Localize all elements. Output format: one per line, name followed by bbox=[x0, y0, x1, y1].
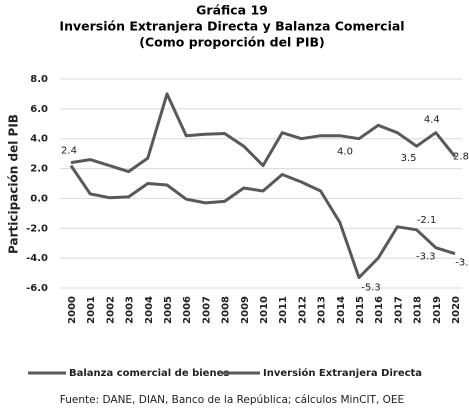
x-tick-label: 2009 bbox=[240, 296, 251, 324]
data-label: 4.0 bbox=[337, 147, 353, 158]
chart-title: (Como proporción del PIB) bbox=[139, 35, 325, 50]
data-label: -5.3 bbox=[361, 283, 381, 294]
series-line bbox=[69, 164, 456, 280]
x-tick-label: 2008 bbox=[221, 296, 232, 324]
y-axis-label: Participación del PIB bbox=[7, 114, 21, 254]
x-tick-label: 2018 bbox=[413, 296, 424, 324]
y-tick-label: 6.0 bbox=[30, 104, 48, 115]
x-tick-label: 2015 bbox=[355, 296, 366, 324]
chart-title: Gráfica 19 bbox=[196, 3, 268, 18]
x-tick-label: 2011 bbox=[278, 296, 289, 324]
data-label: 2.4 bbox=[61, 146, 77, 157]
x-tick-label: 2005 bbox=[163, 296, 174, 324]
y-tick-label: -6.0 bbox=[26, 283, 48, 294]
data-label: -3.7 bbox=[455, 258, 469, 269]
data-label: 3.5 bbox=[401, 153, 417, 164]
legend-label: Balanza comercial de bienes bbox=[69, 368, 229, 379]
x-tick-label: 2010 bbox=[259, 296, 270, 324]
data-label: 4.4 bbox=[424, 115, 440, 126]
x-tick-label: 2013 bbox=[317, 296, 328, 324]
x-tick-label: 2012 bbox=[297, 296, 308, 324]
y-tick-label: 0.0 bbox=[30, 193, 48, 204]
x-tick-label: 2002 bbox=[105, 296, 116, 324]
x-tick-label: 2000 bbox=[67, 296, 78, 324]
x-tick-label: 2007 bbox=[201, 296, 212, 324]
x-tick-label: 2019 bbox=[432, 296, 443, 324]
source: Fuente: DANE, DIAN, Banco de la Repúblic… bbox=[60, 394, 404, 406]
legend-label: Inversión Extranjera Directa bbox=[263, 367, 422, 379]
x-tick-label: 2003 bbox=[125, 296, 136, 324]
x-tick-label: 2001 bbox=[86, 296, 97, 324]
x-tick-label: 2004 bbox=[144, 296, 155, 324]
chart-title: Inversión Extranjera Directa y Balanza C… bbox=[59, 19, 404, 34]
data-label: -3.3 bbox=[416, 252, 436, 263]
y-tick-label: 2.0 bbox=[30, 164, 48, 175]
series-line bbox=[70, 92, 457, 174]
y-tick-label: 8.0 bbox=[30, 74, 48, 85]
y-tick-label: -4.0 bbox=[26, 253, 48, 264]
x-tick-label: 2006 bbox=[182, 296, 193, 324]
data-label: -2.1 bbox=[417, 215, 437, 226]
data-label: 2.8 bbox=[453, 152, 469, 163]
x-tick-label: 2016 bbox=[374, 296, 385, 324]
y-tick-label: 4.0 bbox=[30, 134, 48, 145]
x-tick-label: 2017 bbox=[393, 296, 404, 324]
x-tick-label: 2020 bbox=[451, 296, 462, 324]
x-tick-label: 2014 bbox=[336, 296, 347, 324]
y-tick-label: -2.0 bbox=[26, 223, 48, 234]
